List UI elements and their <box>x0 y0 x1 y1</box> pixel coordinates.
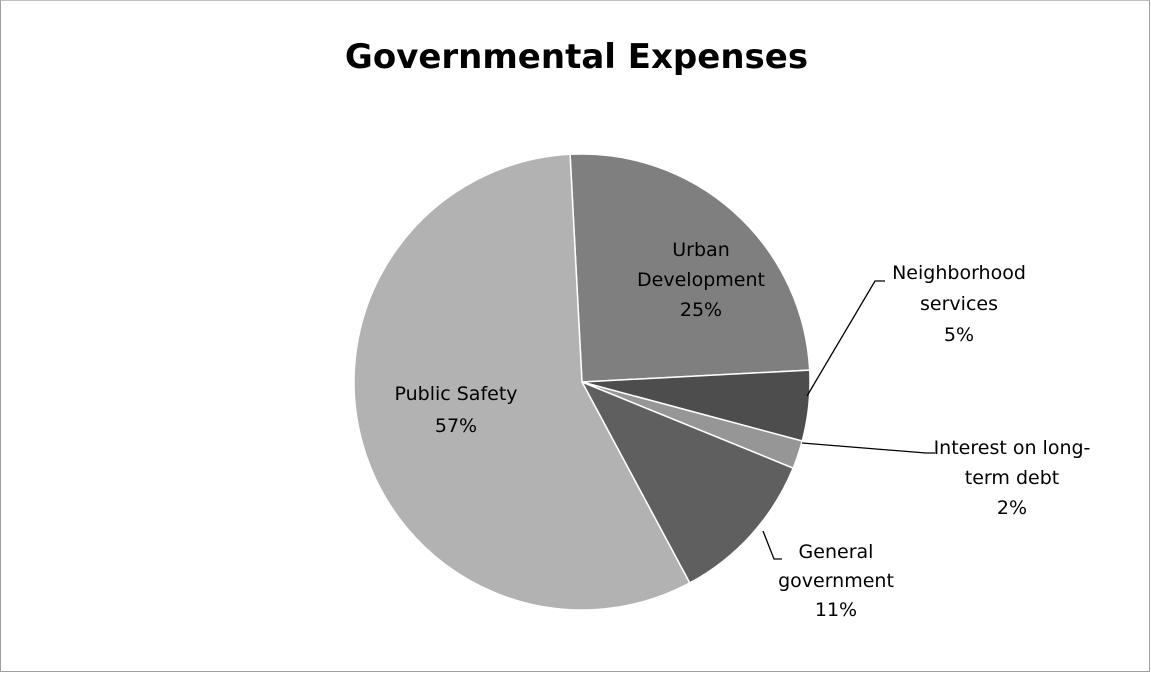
data-label-urban-development: Urban Development 25% <box>637 239 765 321</box>
leader-line-neighborhood-services <box>806 280 885 397</box>
pie-slice-general-government <box>580 380 795 584</box>
data-label-neighborhood-services: Neighborhood services 5% <box>892 262 1026 346</box>
leader-line-interest-on-long-term-debt <box>801 442 935 454</box>
data-label-general-government: General government 11% <box>778 541 894 621</box>
pie-slice-urban-development <box>569 153 811 383</box>
data-label-interest-on-long-term-debt: Interest on long-term debt 2% <box>934 437 1091 519</box>
chart-title: Governmental Expenses <box>344 37 809 77</box>
leader-line-general-government <box>762 530 782 560</box>
data-label-public-safety: Public Safety 57% <box>394 383 517 437</box>
pie-slice-public-safety <box>353 153 691 611</box>
